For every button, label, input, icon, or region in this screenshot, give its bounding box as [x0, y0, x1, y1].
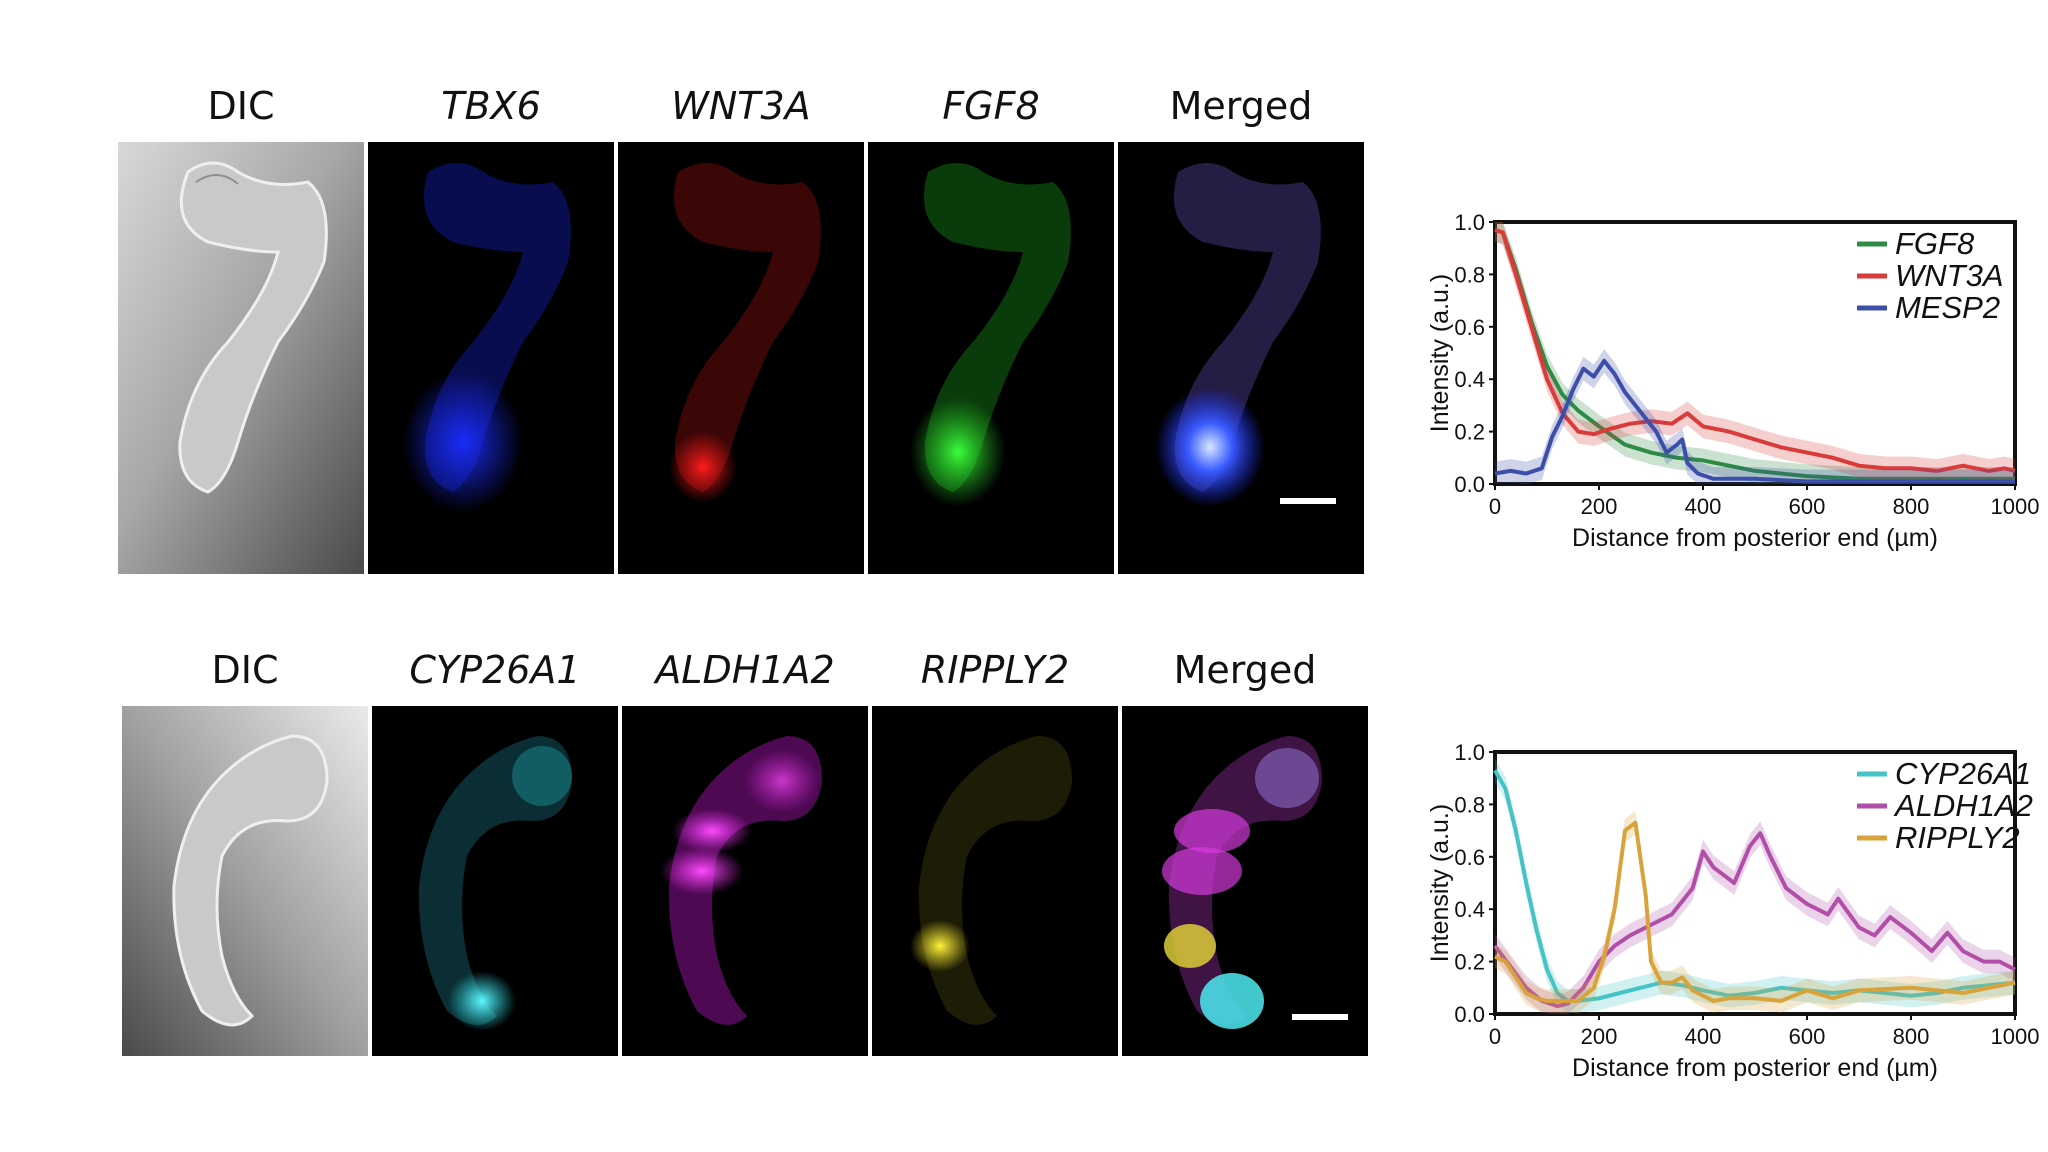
col-label-merged-row1: Merged [1169, 84, 1313, 128]
cyp26a1-image [372, 706, 618, 1056]
intensity-chart-bottom: 0 200 400 600 800 1000 0.0 0.2 0.4 0.6 0.8 1.0 Dista… [1426, 740, 2040, 1082]
legend-label-aldh1a2: ALDH1A2 [1893, 788, 2033, 823]
x-tick-label: 1000 [1991, 1024, 2040, 1049]
x-axis-label: Distance from posterior end (µm) [1572, 524, 1938, 552]
y-tick-label: 1.0 [1454, 740, 1485, 765]
y-tick-label: 0.8 [1454, 792, 1485, 817]
y-tick-label: 0.0 [1454, 1002, 1485, 1027]
series-line-wnt3a [1494, 228, 2016, 473]
y-axis-label: Intensity (a.u.) [1426, 274, 1454, 432]
x-tick-label: 600 [1789, 494, 1826, 519]
y-tick-label: 0.2 [1454, 950, 1485, 975]
merged-image-row2 [1122, 706, 1368, 1056]
series-line-ripply2 [1494, 820, 2016, 1003]
series-line-aldh1a2 [1493, 831, 2016, 1009]
y-tick-label: 1.0 [1454, 210, 1485, 235]
y-tick-label: 0.4 [1454, 897, 1485, 922]
y-tick-label: 0.6 [1454, 845, 1485, 870]
dic-image-row2 [122, 706, 368, 1056]
legend-label-fgf8: FGF8 [1895, 226, 1975, 261]
col-label-aldh1a2: ALDH1A2 [655, 648, 835, 692]
col-label-dic-row1: DIC [207, 84, 275, 128]
ripply2-image [872, 706, 1118, 1056]
x-tick-label: 400 [1685, 494, 1722, 519]
x-tick-label: 1000 [1991, 494, 2040, 519]
series-line-mesp2 [1494, 358, 2015, 484]
y-tick-label: 0.4 [1454, 367, 1485, 392]
tbx6-image [368, 142, 614, 574]
x-tick-label: 800 [1893, 1024, 1930, 1049]
series-band-wnt3a [1495, 222, 2015, 483]
legend-label-mesp2: MESP2 [1895, 290, 2000, 325]
y-tick-label: 0.0 [1454, 472, 1485, 497]
col-label-ripply2: RIPPLY2 [920, 648, 1070, 692]
col-label-wnt3a: WNT3A [671, 84, 811, 128]
aldh1a2-image [622, 706, 868, 1056]
fgf8-image [868, 142, 1114, 574]
col-label-fgf8: FGF8 [942, 84, 1040, 128]
intensity-chart-top: 0 200 400 600 800 1000 0.0 0.2 0.4 0.6 0.8 1.0 Dista… [1426, 210, 2040, 552]
col-label-dic-row2: DIC [211, 648, 279, 692]
col-label-merged-row2: Merged [1173, 648, 1317, 692]
legend-label-cyp26a1: CYP26A1 [1895, 756, 2031, 791]
x-tick-label: 200 [1581, 494, 1618, 519]
series-line-cyp26a1 [1493, 769, 2016, 1003]
col-label-cyp26a1: CYP26A1 [409, 648, 581, 692]
x-tick-label: 400 [1685, 1024, 1722, 1049]
col-label-tbx6: TBX6 [441, 84, 541, 128]
x-tick-label: 800 [1893, 494, 1930, 519]
y-tick-label: 0.2 [1454, 420, 1485, 445]
x-tick-label: 0 [1489, 1024, 1501, 1049]
dic-image-row1 [118, 142, 364, 574]
scale-bar [1292, 1014, 1348, 1020]
series-band-mesp2 [1495, 349, 2015, 484]
series-band-aldh1a2 [1495, 821, 2015, 1014]
x-axis-label: Distance from posterior end (µm) [1572, 1054, 1938, 1082]
x-tick-label: 200 [1581, 1024, 1618, 1049]
y-tick-label: 0.8 [1454, 262, 1485, 287]
x-tick-label: 600 [1789, 1024, 1826, 1049]
x-tick-label: 0 [1489, 494, 1501, 519]
legend-label-ripply2: RIPPLY2 [1895, 820, 2020, 855]
plot-frame [1493, 750, 2017, 1016]
merged-image-row1 [1118, 142, 1364, 574]
wnt3a-image [618, 142, 864, 574]
legend-label-wnt3a: WNT3A [1895, 258, 2004, 293]
y-tick-label: 0.6 [1454, 315, 1485, 340]
scale-bar [1280, 498, 1336, 504]
y-axis-label: Intensity (a.u.) [1426, 804, 1454, 962]
